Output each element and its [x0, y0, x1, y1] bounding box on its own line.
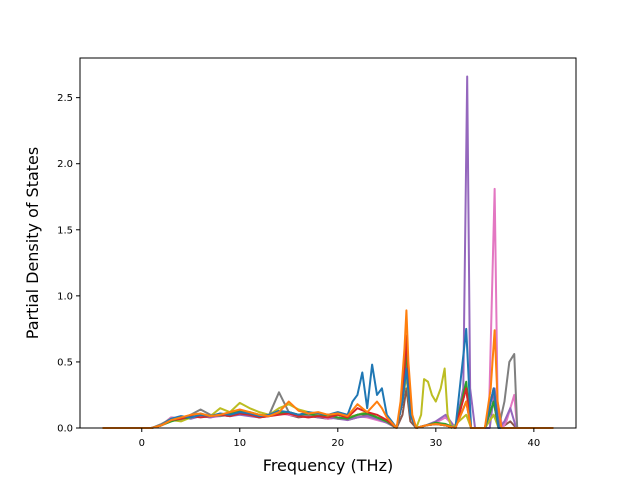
x-tick-label: 10 [233, 438, 246, 449]
y-axis-title: Partial Density of States [23, 147, 42, 339]
series-layer [102, 75, 554, 429]
plot-background [80, 58, 576, 428]
x-axis-title: Frequency (THz) [263, 456, 393, 475]
y-tick-label: 1.0 [57, 291, 73, 302]
x-tick-label: 20 [331, 438, 344, 449]
y-tick-label: 2.0 [57, 159, 73, 170]
plot-frame [79, 57, 577, 429]
y-tick-label: 0.5 [57, 357, 73, 368]
x-tick-label: 30 [429, 438, 442, 449]
y-tick-label: 0.0 [57, 424, 73, 435]
x-tick-label: 40 [527, 438, 540, 449]
y-axis: 0.0 0.5 1.0 1.5 2.0 2.5 [57, 93, 80, 435]
y-tick-label: 1.5 [57, 225, 73, 236]
y-tick-label: 2.5 [57, 93, 73, 104]
x-axis: 0 10 20 30 40 [139, 428, 540, 449]
x-tick-label: 0 [139, 438, 145, 449]
series-line-9 [102, 309, 554, 429]
